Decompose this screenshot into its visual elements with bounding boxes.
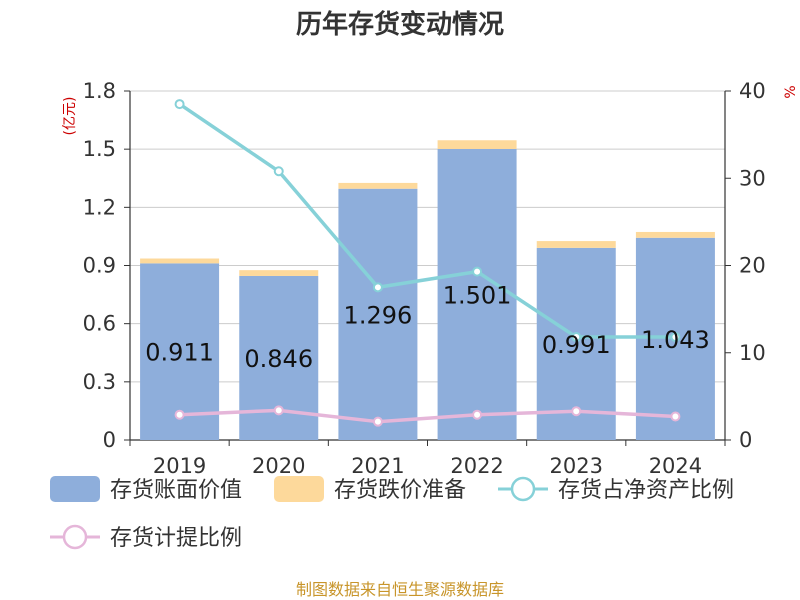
legend-swatch — [50, 476, 100, 502]
grid-lines — [130, 90, 725, 383]
bar-segment — [635, 231, 715, 238]
line-point — [273, 166, 284, 177]
bar-data-label: 0.846 — [244, 345, 313, 373]
y-left-tick-label: 1.2 — [83, 195, 116, 219]
legend-label: 存货账面价值 — [110, 478, 242, 503]
y-left-tick-label: 0.3 — [83, 370, 116, 394]
y-left-tick-label: 1.5 — [83, 137, 116, 161]
bar-segment — [239, 270, 319, 276]
y-left-tick-label: 0.6 — [83, 312, 116, 336]
source-note: 制图数据来自恒生聚源数据库 — [296, 580, 504, 599]
bar-data-label: 0.911 — [145, 339, 214, 367]
x-tick-label: 2019 — [153, 454, 206, 478]
line-point — [670, 332, 681, 343]
line-point — [174, 409, 185, 420]
bar-series — [140, 140, 715, 440]
x-tick-label: 2024 — [649, 454, 702, 478]
y-right-tick-label: 0 — [739, 428, 752, 452]
chart-title: 历年存货变动情况 — [296, 9, 504, 40]
bar-data-label: 0.991 — [542, 331, 611, 359]
legend-label: 存货占净资产比例 — [558, 478, 734, 503]
y-right-tick-label: 40 — [739, 79, 766, 103]
line-point — [174, 99, 185, 110]
y-right-tick-label: 30 — [739, 166, 766, 190]
legend-swatch — [274, 476, 324, 502]
line-point — [472, 266, 483, 277]
axes: 0 0.3 0.6 0.9 1.2 1.5 1.8 0 10 20 30 40 (亿元)% 2019 202… — [62, 79, 799, 478]
bar-segment — [338, 182, 418, 189]
bar-segment — [140, 258, 220, 264]
line-point — [571, 332, 582, 343]
legend-label: 存货计提比例 — [110, 526, 242, 551]
y-left-tick-label: 1.8 — [83, 79, 116, 103]
legend-label: 存货跌价准备 — [334, 478, 466, 503]
line-point — [571, 406, 582, 417]
series-line — [177, 102, 678, 339]
y-right-tick-label: 20 — [739, 254, 766, 278]
x-tick-label: 2022 — [450, 454, 503, 478]
legend-marker — [510, 476, 536, 502]
legend-marker — [62, 524, 88, 550]
bar-segment — [437, 148, 517, 440]
y-right-tick-label: 10 — [739, 341, 766, 365]
bar-data-label: 1.043 — [641, 326, 710, 354]
y-left-tick-label: 0.9 — [83, 254, 116, 278]
line-point — [472, 409, 483, 420]
y-left-tick-label: 0 — [103, 428, 116, 452]
line-point — [273, 405, 284, 416]
bar-segment — [338, 188, 418, 440]
bar-data-label: 1.501 — [443, 281, 512, 309]
line-point — [372, 416, 383, 427]
y-left-unit: (亿元) — [62, 97, 78, 136]
data-labels: 0.911 0.846 1.296 1.501 0.991 1.043 — [145, 281, 710, 372]
y-right-unit: % — [783, 85, 799, 98]
bar-segment — [536, 241, 616, 248]
bar-data-label: 1.296 — [344, 301, 413, 329]
x-tick-label: 2021 — [351, 454, 404, 478]
x-tick-label: 2023 — [550, 454, 603, 478]
x-tick-label: 2020 — [252, 454, 305, 478]
line-point — [372, 282, 383, 293]
series-line — [177, 408, 678, 424]
bar-segment — [437, 140, 517, 149]
line-point — [670, 411, 681, 422]
line-series — [174, 99, 681, 427]
